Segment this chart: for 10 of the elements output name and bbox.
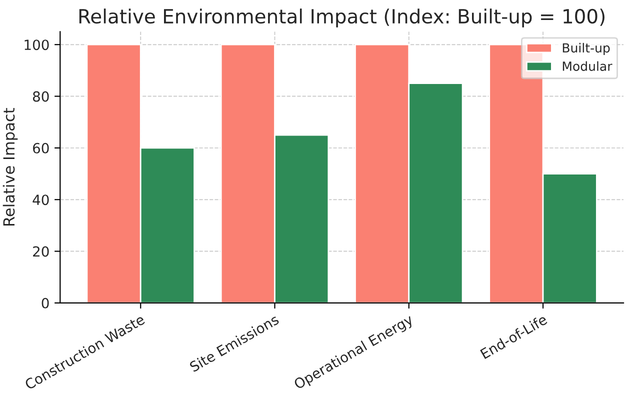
y-axis-title: Relative Impact xyxy=(2,108,18,226)
legend-label: Modular xyxy=(562,61,612,71)
y-tick-label: 40 xyxy=(32,194,49,206)
y-tick-label: 100 xyxy=(24,40,49,50)
chart-title: Relative Environmental Impact (Index: Built-up = 100) xyxy=(79,8,604,28)
legend-label: Built-up xyxy=(562,42,610,56)
y-tick-label: 0 xyxy=(42,298,49,308)
y-tick-label: 80 xyxy=(32,91,49,102)
y-tick-label: 20 xyxy=(33,246,49,257)
y-tick-label: 60 xyxy=(33,142,49,154)
